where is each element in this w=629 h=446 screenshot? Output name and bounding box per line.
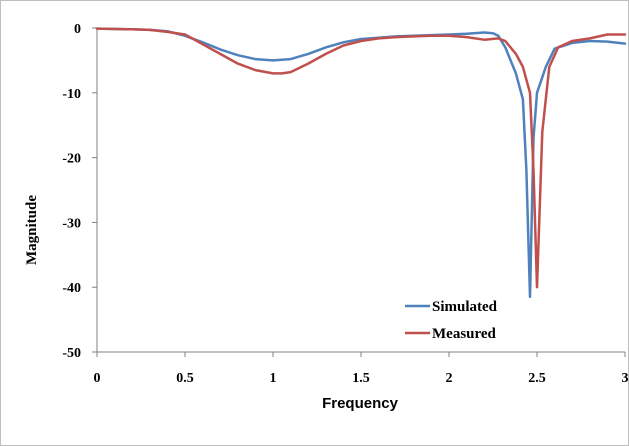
x-tick-label: 2.5 bbox=[528, 371, 546, 386]
y-tick-label: -50 bbox=[62, 346, 81, 361]
series-line-measured bbox=[95, 27, 627, 289]
x-tick-label: 2 bbox=[446, 371, 453, 386]
x-tick-label: 1.5 bbox=[352, 371, 370, 386]
x-tick-label: 1 bbox=[270, 371, 277, 386]
y-tick-label: -40 bbox=[62, 281, 81, 296]
y-tick-label: -20 bbox=[62, 152, 81, 167]
x-tick-label: 0.5 bbox=[176, 371, 194, 386]
legend-label-measured: Measured bbox=[432, 326, 497, 342]
y-axis-title: Magnitude bbox=[24, 195, 40, 265]
x-axis-title: Frequency bbox=[322, 395, 399, 412]
plot-area: 0 -10 -20 -30 -40 -50 0 0.5 1 1.5 2 2.5 3 bbox=[62, 22, 628, 386]
y-tick-label: 0 bbox=[74, 22, 81, 37]
legend: Simulated Measured bbox=[405, 299, 498, 342]
y-tick-label: -10 bbox=[62, 87, 81, 102]
x-tick-label: 0 bbox=[94, 371, 101, 386]
x-tick-label: 3 bbox=[622, 371, 629, 386]
legend-label-simulated: Simulated bbox=[432, 299, 498, 315]
y-tick-label: -30 bbox=[62, 216, 81, 231]
